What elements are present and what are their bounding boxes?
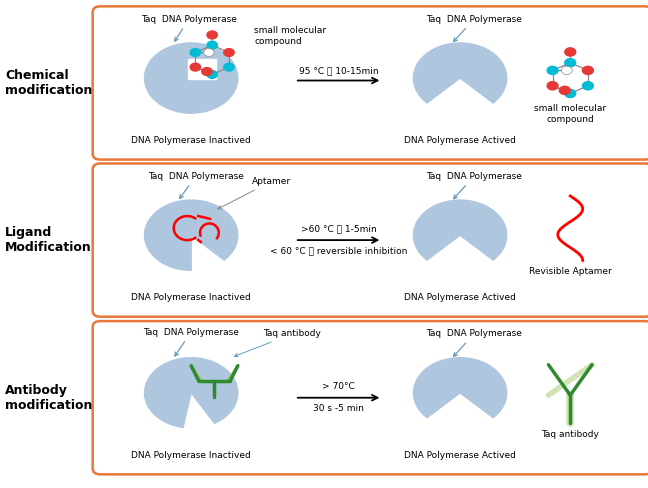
Circle shape (145, 43, 238, 113)
Circle shape (207, 41, 217, 49)
Text: >60 °C ， 1-5min: >60 °C ， 1-5min (301, 225, 376, 234)
Circle shape (547, 81, 558, 90)
Wedge shape (413, 43, 507, 103)
Circle shape (203, 49, 214, 57)
Circle shape (202, 68, 212, 76)
Wedge shape (413, 200, 507, 260)
Text: Taq antibody: Taq antibody (541, 430, 599, 439)
Text: DNA Polymerase Inactived: DNA Polymerase Inactived (132, 293, 251, 302)
Text: Chemical
modification: Chemical modification (5, 69, 92, 97)
Circle shape (565, 89, 575, 98)
Text: small molecular
compound: small molecular compound (534, 104, 607, 124)
Text: Antibody
modification: Antibody modification (5, 384, 92, 412)
Text: DNA Polymerase Actived: DNA Polymerase Actived (404, 451, 516, 460)
Circle shape (559, 86, 570, 95)
Circle shape (224, 49, 234, 57)
Text: Taq  DNA Polymerase: Taq DNA Polymerase (426, 329, 522, 356)
Circle shape (561, 66, 572, 75)
Circle shape (583, 81, 594, 90)
Text: Aptamer: Aptamer (218, 177, 291, 209)
Text: Revisible Aptamer: Revisible Aptamer (529, 267, 612, 276)
Circle shape (224, 63, 234, 71)
Text: DNA Polymerase Actived: DNA Polymerase Actived (404, 293, 516, 302)
Text: Taq  DNA Polymerase: Taq DNA Polymerase (143, 327, 239, 356)
Circle shape (190, 49, 200, 57)
Circle shape (207, 31, 217, 39)
Text: Taq antibody: Taq antibody (235, 329, 321, 357)
Text: 95 °C ， 10-15min: 95 °C ， 10-15min (299, 67, 378, 76)
Bar (189, 59, 216, 79)
Text: small molecular
compound: small molecular compound (254, 26, 327, 45)
FancyBboxPatch shape (93, 6, 648, 160)
FancyBboxPatch shape (93, 163, 648, 317)
Wedge shape (145, 358, 238, 427)
Circle shape (565, 59, 575, 67)
Circle shape (565, 48, 575, 56)
Text: > 70°C: > 70°C (322, 383, 355, 391)
Circle shape (547, 66, 558, 75)
Text: DNA Polymerase Inactived: DNA Polymerase Inactived (132, 451, 251, 460)
Text: 30 s -5 min: 30 s -5 min (313, 404, 364, 413)
Wedge shape (145, 200, 238, 270)
Wedge shape (413, 358, 507, 418)
Text: Taq  DNA Polymerase: Taq DNA Polymerase (426, 15, 522, 41)
Text: Ligand
Modification: Ligand Modification (5, 226, 92, 254)
Circle shape (207, 71, 217, 79)
Text: DNA Polymerase Actived: DNA Polymerase Actived (404, 136, 516, 145)
Text: Taq  DNA Polymerase: Taq DNA Polymerase (426, 172, 522, 199)
Text: Taq  DNA Polymerase: Taq DNA Polymerase (141, 15, 237, 41)
Circle shape (190, 63, 200, 71)
Text: < 60 °C ， reversible inhibition: < 60 °C ， reversible inhibition (270, 246, 407, 255)
Text: DNA Polymerase Inactived: DNA Polymerase Inactived (132, 136, 251, 145)
Text: Taq  DNA Polymerase: Taq DNA Polymerase (148, 172, 244, 199)
Circle shape (583, 66, 594, 75)
FancyBboxPatch shape (93, 321, 648, 474)
